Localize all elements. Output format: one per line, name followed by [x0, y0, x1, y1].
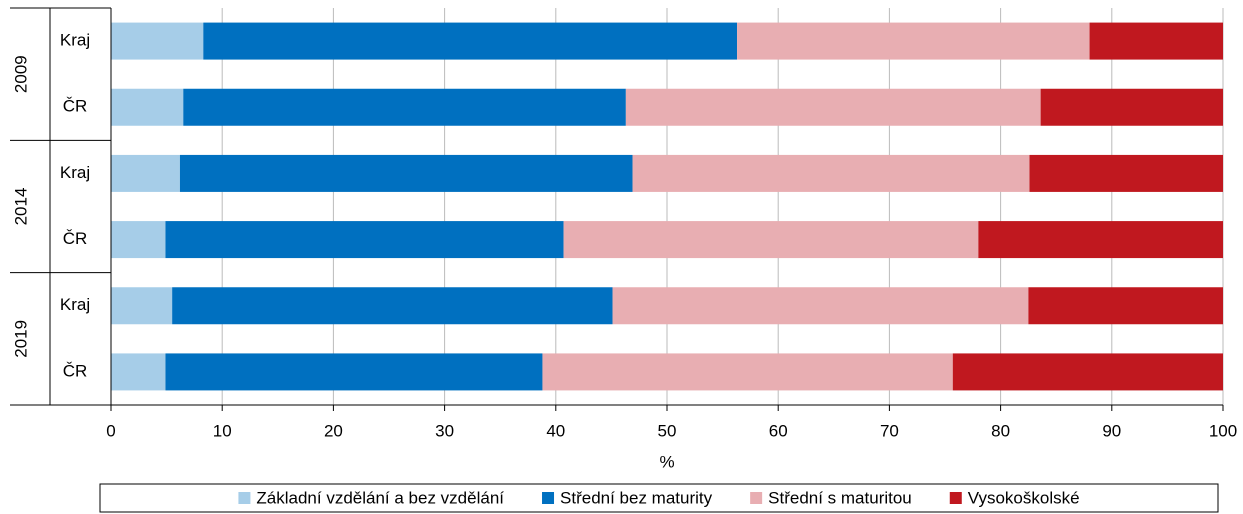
x-axis-label: %	[659, 452, 674, 471]
bar-segment	[165, 221, 564, 259]
bar-segment	[1028, 287, 1223, 325]
bar-segment	[179, 154, 633, 192]
group-label: 2014	[11, 188, 30, 226]
bar-segment	[111, 88, 184, 126]
x-tick-label: 60	[769, 421, 788, 440]
bar-segment	[172, 287, 613, 325]
x-tick-label: 50	[658, 421, 677, 440]
bar-segment	[111, 353, 166, 391]
legend-label: Střední bez maturity	[560, 488, 713, 507]
y-tick-label: ČR	[63, 361, 88, 380]
bar-segment	[952, 353, 1223, 391]
bar-segment	[203, 22, 738, 60]
x-tick-label: 20	[324, 421, 343, 440]
bar-segment	[1040, 88, 1223, 126]
bar-segment	[111, 154, 180, 192]
bar-segment	[111, 221, 166, 259]
legend-swatch	[542, 492, 555, 504]
x-tick-label: 40	[546, 421, 565, 440]
bar-segment	[183, 88, 626, 126]
bar-segment	[632, 154, 1030, 192]
legend-label: Vysokoškolské	[968, 488, 1080, 507]
x-tick-label: 70	[880, 421, 899, 440]
bar-segment	[978, 221, 1223, 259]
bar-segment	[1029, 154, 1223, 192]
legend-label: Střední s maturitou	[768, 488, 912, 507]
x-tick-label: 10	[213, 421, 232, 440]
bar-segment	[1089, 22, 1223, 60]
legend-swatch	[949, 492, 962, 504]
y-tick-label: Kraj	[60, 31, 90, 50]
group-label: 2019	[11, 320, 30, 358]
legend-swatch	[238, 492, 251, 504]
legend-label: Základní vzdělání a bez vzdělání	[256, 488, 504, 507]
bar-segment	[625, 88, 1041, 126]
bar-segment	[111, 287, 173, 325]
x-tick-label: 90	[1102, 421, 1121, 440]
y-tick-label: Kraj	[60, 163, 90, 182]
x-tick-label: 0	[106, 421, 115, 440]
bar-segment	[542, 353, 953, 391]
bar-segment	[111, 22, 204, 60]
legend-swatch	[750, 492, 763, 504]
legend-box	[99, 483, 1219, 513]
bar-segment	[563, 221, 979, 259]
x-tick-label: 30	[435, 421, 454, 440]
x-tick-label: 80	[991, 421, 1010, 440]
bar-segment	[737, 22, 1090, 60]
y-tick-label: ČR	[63, 229, 88, 248]
group-label: 2009	[11, 55, 30, 93]
y-tick-label: ČR	[63, 97, 88, 116]
y-tick-label: Kraj	[60, 295, 90, 314]
bar-segment	[612, 287, 1029, 325]
x-tick-label: 100	[1209, 421, 1237, 440]
bar-segment	[165, 353, 543, 391]
